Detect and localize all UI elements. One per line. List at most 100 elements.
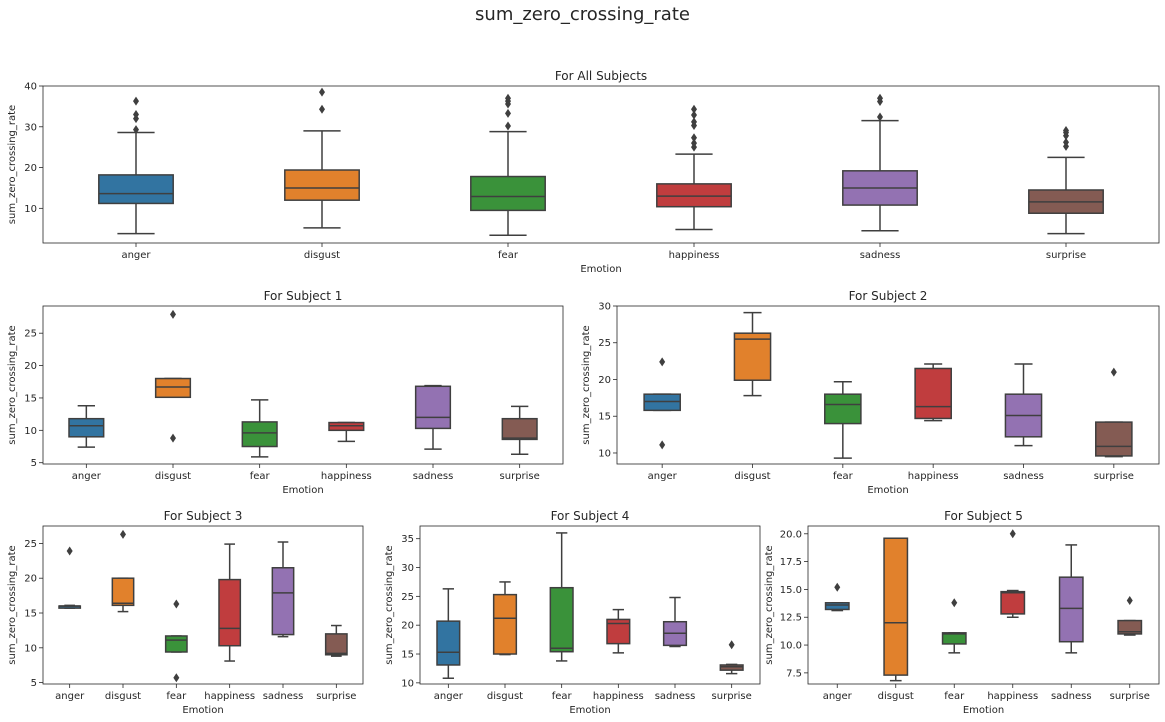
axes-frame	[42, 525, 364, 685]
y-tick-label: 20.0	[780, 529, 802, 540]
y-tick-label: 20	[598, 375, 611, 386]
box-happiness	[914, 363, 952, 422]
outlier-marker	[170, 309, 176, 319]
subplot-title: For Subject 3	[164, 509, 243, 523]
x-tick-label: anger	[55, 691, 85, 702]
iqr-box	[501, 417, 538, 441]
box-disgust	[883, 537, 909, 682]
y-tick-label: 35	[401, 534, 414, 545]
y-tick-label: 15	[598, 412, 611, 423]
subplot-title: For All Subjects	[555, 69, 647, 83]
outlier-marker	[1126, 596, 1133, 606]
axes-frame	[419, 525, 761, 685]
box-disgust	[733, 311, 772, 397]
x-tick-label: sadness	[860, 250, 901, 261]
box-anger	[98, 96, 174, 235]
iqr-box	[111, 577, 135, 607]
x-axis-label: Emotion	[182, 705, 223, 716]
y-tick-label: 20	[401, 621, 414, 632]
x-tick-label: fear	[552, 691, 573, 702]
y-tick-label: 5	[31, 678, 37, 689]
iqr-box	[492, 593, 518, 655]
x-tick-label: surprise	[1094, 471, 1134, 482]
subplot-4: For Subject 3 5 10 15 20 25 sum_zero_crossing_…	[7, 509, 364, 716]
y-tick-label: 25	[598, 338, 611, 349]
box-surprise	[719, 640, 744, 675]
y-tick-label: 15	[24, 393, 37, 404]
box-fear	[824, 380, 862, 459]
iqr-box	[883, 537, 909, 676]
subplot-title: For Subject 5	[944, 509, 1023, 523]
x-tick-label: sadness	[263, 691, 304, 702]
outlier-marker	[877, 112, 883, 122]
x-tick-label: anger	[648, 471, 678, 482]
outlier-marker	[505, 108, 511, 118]
box-disgust	[492, 581, 518, 656]
subplot-6: For Subject 5 7.5 10.0 12.5 15.0 17.5 20.0 sum_…	[764, 509, 1160, 716]
box-anger	[68, 404, 105, 448]
x-tick-label: happiness	[669, 250, 720, 261]
box-happiness	[328, 421, 365, 443]
y-tick-label: 15	[24, 609, 37, 620]
outlier-marker	[691, 117, 697, 127]
x-tick-label: sadness	[1003, 471, 1044, 482]
outlier-marker	[173, 599, 180, 609]
axes-frame	[42, 85, 1160, 244]
x-tick-label: disgust	[878, 691, 914, 702]
outlier-marker	[691, 138, 697, 148]
y-tick-label: 40	[24, 82, 37, 93]
x-tick-label: fear	[166, 691, 187, 702]
iqr-box	[1000, 590, 1026, 615]
x-tick-label: sadness	[655, 691, 696, 702]
x-axis-label: Emotion	[282, 485, 323, 496]
box-fear	[470, 93, 546, 237]
x-tick-label: happiness	[204, 691, 255, 702]
x-tick-label: sadness	[413, 471, 454, 482]
y-tick-label: 20	[24, 574, 37, 585]
y-tick-label: 10	[24, 426, 37, 437]
axes-frame	[616, 305, 1160, 465]
iqr-box	[324, 633, 348, 656]
x-tick-label: disgust	[487, 691, 523, 702]
outlier-marker	[691, 133, 697, 143]
x-tick-label: disgust	[105, 691, 141, 702]
iqr-box	[733, 332, 772, 381]
y-tick-label: 10	[24, 643, 37, 654]
y-axis-label: sum_zero_crossing_rate	[7, 325, 18, 444]
iqr-box	[284, 169, 360, 201]
outlier-marker	[173, 673, 180, 683]
outlier-marker	[691, 104, 697, 114]
y-tick-label: 30	[401, 563, 414, 574]
axes-frame	[807, 525, 1160, 685]
figure-title: sum_zero_crossing_rate	[475, 4, 690, 25]
axes-frame	[42, 305, 564, 465]
subplot-5: For Subject 4 10 15 20 25 30 35 sum_zero_crossi…	[384, 509, 761, 716]
x-tick-label: anger	[434, 691, 464, 702]
y-tick-label: 25	[401, 592, 414, 603]
x-axis-label: Emotion	[580, 264, 621, 275]
outlier-marker	[1063, 137, 1069, 147]
x-tick-label: fear	[498, 250, 519, 261]
box-surprise	[1117, 596, 1143, 636]
iqr-box	[470, 175, 546, 212]
y-tick-label: 15	[401, 650, 414, 661]
box-disgust	[111, 529, 135, 613]
outlier-marker	[691, 110, 697, 120]
x-tick-label: disgust	[734, 471, 770, 482]
outlier-marker	[319, 87, 325, 97]
x-tick-label: surprise	[712, 691, 752, 702]
iqr-box	[914, 367, 952, 420]
outlier-marker	[659, 440, 666, 450]
box-fear	[549, 532, 574, 662]
outlier-marker	[659, 357, 666, 367]
outlier-marker	[505, 121, 511, 131]
x-tick-label: disgust	[155, 471, 191, 482]
subplot-title: For Subject 4	[551, 509, 630, 523]
box-fear	[241, 399, 278, 458]
box-sadness	[842, 93, 918, 232]
iqr-box	[824, 393, 862, 425]
subplot-2: For Subject 1 5 10 15 20 25 sum_zero_crossing_…	[7, 289, 564, 496]
outlier-marker	[951, 598, 958, 608]
iqr-box	[549, 586, 574, 653]
outlier-marker	[505, 93, 511, 103]
